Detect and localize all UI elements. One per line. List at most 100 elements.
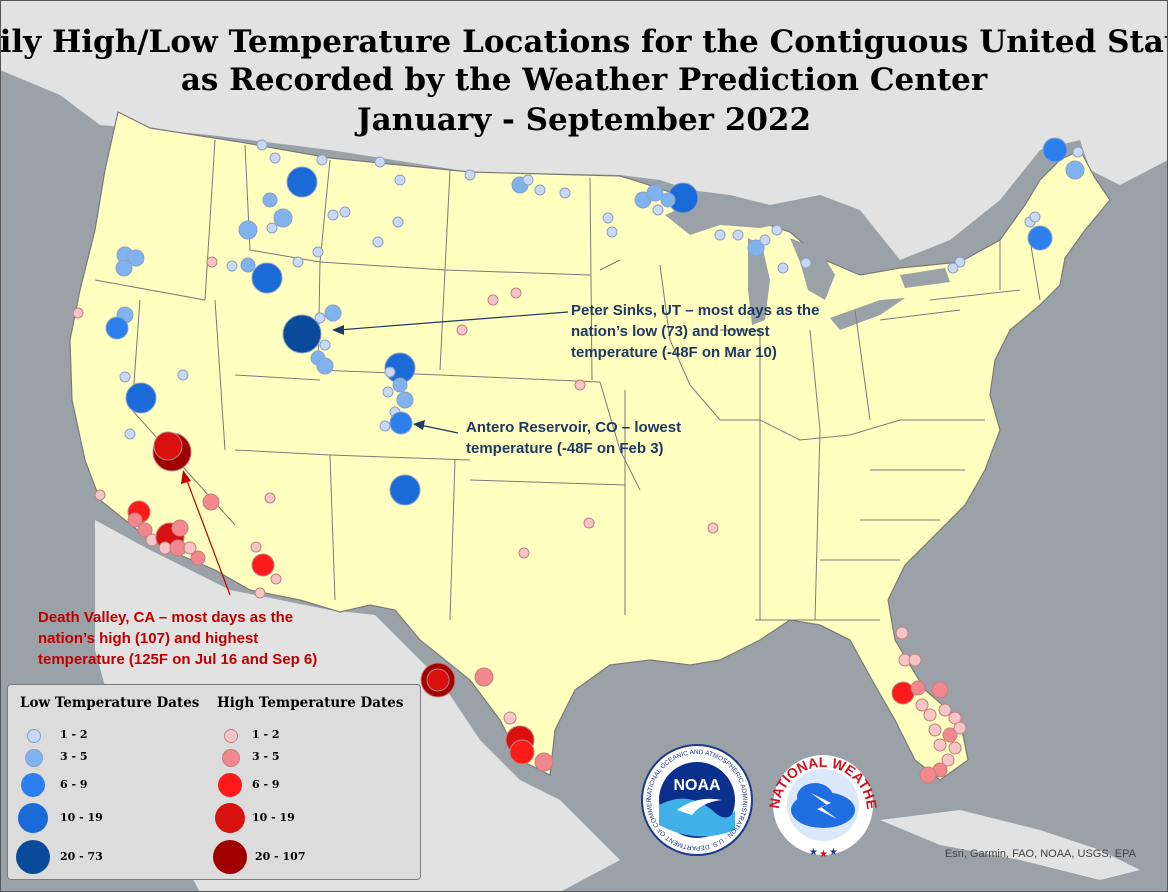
low-marker <box>125 382 157 414</box>
low-marker <box>759 234 771 246</box>
low-marker <box>1027 225 1053 251</box>
high-marker <box>583 517 595 529</box>
legend-high-row-3: 6 - 9 <box>217 767 407 797</box>
peter-sinks-line-3: temperature (-48F on Mar 10) <box>571 344 777 361</box>
legend-low-row-1: 1 - 2 <box>20 719 210 749</box>
peter-sinks-arrowhead <box>332 325 344 335</box>
low-marker <box>105 316 129 340</box>
high-marker <box>456 324 468 336</box>
low-marker <box>119 371 131 383</box>
high-marker <box>190 550 206 566</box>
low-marker <box>522 174 534 186</box>
high-marker <box>127 512 143 528</box>
lake-superior <box>665 198 790 235</box>
high-marker <box>574 379 586 391</box>
low-marker <box>124 428 136 440</box>
low-marker <box>1072 146 1084 158</box>
low-marker <box>286 166 318 198</box>
high-marker <box>891 681 915 705</box>
low-marker <box>602 212 614 224</box>
legend: Low Temperature Dates 1 - 2 3 - 5 6 - 9 … <box>7 684 421 880</box>
legend-high-dot <box>224 729 238 743</box>
low-marker <box>316 154 328 166</box>
high-temperature-markers <box>72 256 967 784</box>
legend-low-column: Low Temperature Dates 1 - 2 3 - 5 6 - 9 … <box>16 695 199 874</box>
high-marker <box>158 541 172 555</box>
high-marker <box>509 739 535 765</box>
map-title-line-2: as Recorded by the Weather Prediction Ce… <box>181 62 988 98</box>
low-marker <box>384 366 396 378</box>
low-marker <box>269 152 281 164</box>
low-marker <box>660 192 676 208</box>
low-marker <box>732 229 744 241</box>
legend-high-title: High Temperature Dates <box>217 695 404 711</box>
high-marker <box>938 703 952 717</box>
legend-high-label: 20 - 107 <box>255 850 306 863</box>
peter-sinks-line-2: nation’s low (73) and lowest <box>571 323 770 340</box>
noaa-gull <box>677 798 722 815</box>
legend-low-dot <box>18 803 48 833</box>
low-marker <box>464 169 476 181</box>
antero-arrowhead <box>413 420 425 430</box>
high-marker <box>270 573 282 585</box>
high-marker <box>251 553 275 577</box>
antero-line-2: temperature (-48F on Feb 3) <box>466 440 664 457</box>
high-marker <box>948 741 962 755</box>
low-marker <box>316 357 334 375</box>
low-marker <box>714 229 726 241</box>
low-marker <box>339 206 351 218</box>
low-marker <box>606 226 618 238</box>
nws-cloud-top <box>797 783 833 811</box>
high-marker <box>908 653 922 667</box>
high-marker <box>910 680 926 696</box>
death-valley-line-2: nation’s high (107) and highest <box>38 630 258 647</box>
low-marker <box>396 391 414 409</box>
low-marker <box>226 260 238 272</box>
legend-low-row-2: 3 - 5 <box>20 741 210 771</box>
legend-high-dot <box>213 840 247 874</box>
map-title-line-3: January - September 2022 <box>354 102 811 138</box>
low-marker <box>256 139 268 151</box>
low-marker <box>312 246 324 258</box>
legend-low-row-4: 10 - 19 <box>18 799 210 833</box>
high-marker <box>487 294 499 306</box>
noaa-logo: NOAA NATIONAL OCEANIC AND ATMOSPHERIC AD… <box>641 744 753 856</box>
legend-low-dot <box>21 773 45 797</box>
peter-sinks-annotation: Peter Sinks, UT – most days as the natio… <box>571 302 819 361</box>
low-marker <box>1065 160 1085 180</box>
high-marker <box>534 752 554 772</box>
high-marker <box>183 541 197 555</box>
high-marker <box>474 667 494 687</box>
antero-line-1: Antero Reservoir, CO – lowest <box>466 419 681 436</box>
high-marker <box>919 766 937 784</box>
low-marker <box>251 262 283 294</box>
map-title-line-1: Daily High/Low Temperature Locations for… <box>0 24 1168 60</box>
legend-low-dot <box>25 749 43 767</box>
legend-high-dot <box>222 749 240 767</box>
lake-erie <box>830 298 905 330</box>
canada-landmass <box>0 0 1168 260</box>
high-marker <box>153 431 183 461</box>
low-marker <box>177 369 189 381</box>
low-marker <box>382 386 394 398</box>
caribbean-landmass <box>880 810 1140 880</box>
low-marker <box>534 184 546 196</box>
low-marker <box>327 209 339 221</box>
low-marker <box>389 411 413 435</box>
low-marker <box>314 312 326 324</box>
high-marker <box>250 541 262 553</box>
high-marker <box>895 626 909 640</box>
svg-text:★: ★ <box>809 847 818 858</box>
svg-text:★: ★ <box>819 849 828 860</box>
legend-low-label: 1 - 2 <box>60 728 88 741</box>
legend-low-label: 3 - 5 <box>60 750 88 763</box>
legend-low-label: 10 - 19 <box>60 811 103 824</box>
low-marker <box>652 204 664 216</box>
legend-high-label: 10 - 19 <box>252 811 295 824</box>
high-marker <box>510 287 522 299</box>
antero-annotation: Antero Reservoir, CO – lowest temperatur… <box>466 419 681 457</box>
antero-arrow <box>419 424 459 434</box>
low-marker <box>947 262 959 274</box>
low-marker <box>392 216 404 228</box>
low-marker <box>292 256 304 268</box>
